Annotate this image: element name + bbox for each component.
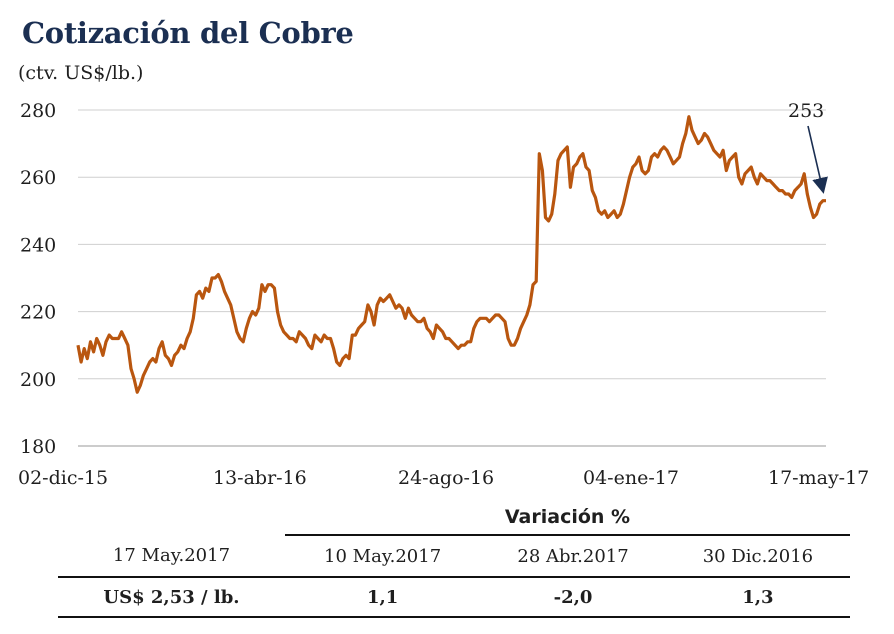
- variation-date-1: 10 May.2017: [324, 545, 442, 567]
- variation-value-2: -2,0: [480, 576, 666, 618]
- copper-price-line: [76, 115, 826, 394]
- x-tick-label: 02-dic-15: [18, 467, 108, 489]
- y-tick-label: 240: [20, 234, 56, 256]
- variation-date-3: 30 Dic.2016: [702, 545, 814, 567]
- variation-value-1: 1,1: [284, 576, 481, 618]
- y-tick-label: 220: [20, 302, 56, 324]
- y-tick-label: 180: [20, 436, 56, 458]
- x-tick-label: 17-may-17: [768, 467, 869, 489]
- y-tick-label: 200: [20, 369, 56, 391]
- current-price: US$ 2,53 / lb.: [58, 576, 285, 618]
- variation-value-3: 1,3: [665, 576, 850, 618]
- chart-title: Cotización del Cobre: [22, 16, 354, 50]
- x-tick-label: 24-ago-16: [398, 467, 494, 489]
- variation-date-2: 28 Abr.2017: [517, 545, 629, 567]
- last-value-label: 253: [788, 100, 824, 122]
- variation-table: Variación % 17 May.2017 10 May.2017 28 A…: [58, 500, 850, 618]
- current-date: 17 May.2017: [112, 545, 231, 566]
- x-tick-label: 13-abr-16: [213, 467, 307, 489]
- variation-title: Variación %: [284, 500, 850, 536]
- y-tick-label: 280: [20, 100, 56, 122]
- chart-subtitle: (ctv. US$/lb.): [18, 62, 144, 84]
- x-tick-label: 04-ene-17: [583, 467, 679, 489]
- y-tick-label: 260: [20, 167, 56, 189]
- empty-header-cell: [58, 500, 285, 535]
- annotation-arrow: [807, 125, 828, 194]
- copper-price-chart: 280 260 240 220 200 180 02-dic-15 13-abr-16 24-…: [18, 100, 869, 489]
